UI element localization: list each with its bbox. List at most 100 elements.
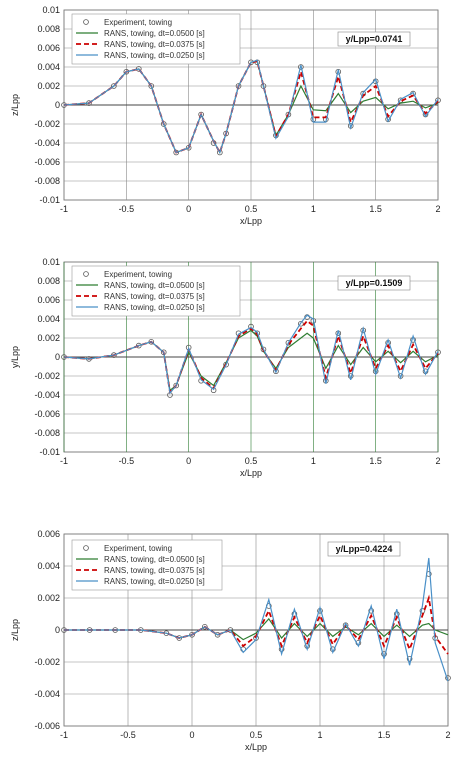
x-tick-label: 0.5 [250, 730, 263, 740]
legend-label: RANS, towing, dt=0.0500 [s] [104, 281, 205, 290]
annotation: y/Lpp=0.1509 [337, 275, 411, 291]
y-tick-label: 0.002 [37, 81, 60, 91]
legend-label: RANS, towing, dt=0.0375 [s] [104, 40, 205, 49]
series-line [63, 59, 439, 155]
x-tick-label: 2 [445, 730, 450, 740]
legend-marker [83, 545, 89, 551]
chart-panel-2: 0.01 0.008 0.006 0.004 0.002 0 -0.002 -0.004 -0.… [0, 252, 474, 488]
annotation: y/Lpp=0.0741 [337, 31, 411, 47]
x-tick-label: 0.5 [245, 204, 258, 214]
data-point [406, 656, 413, 662]
legend: Experiment, towing RANS, towing, dt=0.050… [71, 13, 241, 65]
x-tick-label: 1.5 [369, 456, 382, 466]
y-tick-label: 0 [55, 625, 60, 635]
y-tick-label: -0.004 [34, 390, 60, 400]
y-tick-label: -0.006 [34, 409, 60, 419]
x-tick-label: -1 [60, 456, 68, 466]
legend-marker [83, 19, 89, 25]
data-point [173, 149, 180, 156]
legend-marker [83, 271, 89, 277]
legend-label: RANS, towing, dt=0.0375 [s] [104, 292, 205, 301]
series-4 [63, 314, 439, 395]
data-point [148, 83, 155, 89]
x-tick-label: 1.5 [369, 204, 382, 214]
x-tick-label: 1 [317, 730, 322, 740]
data-point [435, 349, 441, 356]
series-4 [64, 557, 449, 682]
y-tick-label: 0.004 [37, 561, 60, 571]
y-tick-label: -0.002 [34, 657, 60, 667]
legend: Experiment, towing RANS, towing, dt=0.050… [71, 265, 241, 317]
data-point [435, 97, 441, 104]
legend-label: RANS, towing, dt=0.0500 [s] [104, 555, 205, 564]
series-line [64, 557, 449, 682]
x-tick-label: -0.5 [119, 456, 135, 466]
data-point [111, 83, 117, 89]
y-tick-label: -0.004 [34, 138, 60, 148]
x-tick-label: 2 [435, 204, 440, 214]
x-axis-label: x/Lpp [245, 742, 267, 752]
chart-2-svg: 0.01 0.008 0.006 0.004 0.002 0 -0.002 -0.004 -0.… [10, 257, 441, 478]
legend: Experiment, towing RANS, towing, dt=0.050… [71, 539, 223, 591]
x-tick-label: 0 [186, 204, 191, 214]
y-axis-label: z/Lpp [10, 94, 20, 116]
y-axis-label: z/Lpp [10, 619, 20, 641]
y-tick-label: -0.008 [34, 176, 60, 186]
y-tick-label: 0.008 [37, 276, 60, 286]
x-tick-label: 2 [435, 456, 440, 466]
legend-label: Experiment, towing [104, 18, 172, 27]
y-tick-label: 0 [55, 352, 60, 362]
chart-1-svg: 0.01 0.008 0.006 0.004 0.002 0 -0.002 -0.004 -0.… [10, 5, 441, 226]
legend-label: RANS, towing, dt=0.0250 [s] [104, 303, 205, 312]
y-tick-label: -0.01 [39, 195, 60, 205]
y-tick-label: -0.006 [34, 157, 60, 167]
x-tick-label: 1.5 [378, 730, 391, 740]
chart-panel-3: 0.006 0.004 0.002 0 -0.002 -0.004 -0.006 -1 -0.5… [0, 520, 474, 764]
x-tick-label: 1 [311, 204, 316, 214]
y-tick-label: 0.004 [37, 62, 60, 72]
annotation-label: y/Lpp=0.1509 [346, 278, 403, 288]
y-tick-label: 0.006 [37, 529, 60, 539]
y-tick-label: 0.01 [42, 5, 60, 15]
legend-label: RANS, towing, dt=0.0500 [s] [104, 29, 205, 38]
y-tick-label: 0.01 [42, 257, 60, 267]
y-tick-label: -0.01 [39, 447, 60, 457]
y-tick-label: 0 [55, 100, 60, 110]
y-tick-label: -0.008 [34, 428, 60, 438]
y-tick-label: 0.006 [37, 295, 60, 305]
series-4 [63, 59, 439, 155]
x-tick-label: 0 [186, 456, 191, 466]
legend-box [71, 539, 223, 591]
x-tick-label: -1 [60, 730, 68, 740]
legend-label: RANS, towing, dt=0.0375 [s] [104, 566, 205, 575]
x-tick-label: -1 [60, 204, 68, 214]
y-tick-label: -0.004 [34, 689, 60, 699]
y-tick-label: 0.004 [37, 314, 60, 324]
y-tick-label: -0.002 [34, 119, 60, 129]
data-point [148, 339, 155, 345]
annotation-box [337, 31, 411, 47]
legend-box [71, 265, 241, 317]
x-tick-label: -0.5 [119, 204, 135, 214]
annotation-label: y/Lpp=0.0741 [346, 34, 403, 44]
annotation-box [337, 275, 411, 291]
legend-box [71, 13, 241, 65]
chart-panel-1: 0.01 0.008 0.006 0.004 0.002 0 -0.002 -0.004 -0.… [0, 0, 474, 236]
y-tick-label: 0.002 [37, 593, 60, 603]
legend-label: RANS, towing, dt=0.0250 [s] [104, 577, 205, 586]
chart-3-svg: 0.006 0.004 0.002 0 -0.002 -0.004 -0.006-1 -0.5… [10, 529, 451, 752]
x-tick-label: 1 [311, 456, 316, 466]
data-point [298, 320, 304, 327]
annotation-label: y/Lpp=0.4224 [336, 544, 393, 554]
x-axis-label: x/Lpp [240, 468, 262, 478]
y-tick-label: 0.002 [37, 333, 60, 343]
y-tick-label: 0.006 [37, 43, 60, 53]
data-point [173, 382, 180, 389]
y-axis-label: y/Lpp [10, 346, 20, 368]
y-tick-label: 0.008 [37, 24, 60, 34]
x-tick-label: -0.5 [120, 730, 136, 740]
annotation: y/Lpp=0.4224 [327, 541, 401, 557]
data-point [298, 64, 304, 70]
series-line [63, 314, 439, 395]
legend-label: RANS, towing, dt=0.0250 [s] [104, 51, 205, 60]
